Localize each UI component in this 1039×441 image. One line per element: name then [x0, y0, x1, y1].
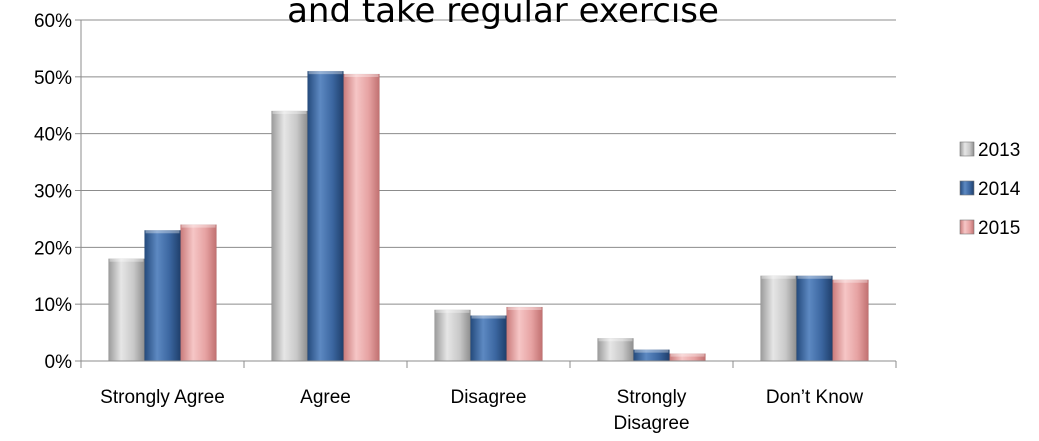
bar-highlight [272, 110, 307, 114]
y-tick-label: 30% [34, 182, 72, 203]
y-tick-label: 60% [34, 11, 72, 32]
bar-highlight [833, 279, 868, 283]
bar-highlight [761, 275, 796, 279]
legend: 2013 2014 2015 [959, 140, 1021, 239]
bar-2013 [434, 309, 471, 362]
bar-highlight [181, 224, 216, 228]
bar-highlight [344, 73, 379, 77]
y-tick-label: 20% [34, 238, 72, 259]
axes [75, 19, 897, 368]
bar-highlight [797, 275, 832, 279]
chart-title: and take regular exercise [287, 0, 719, 31]
y-tick-label: 50% [34, 68, 72, 89]
bar-2013 [760, 275, 797, 362]
x-tick-label: Strongly [617, 387, 687, 408]
bar-2015 [343, 73, 380, 362]
y-tick-label: 10% [34, 295, 72, 316]
bar-2015 [506, 306, 543, 362]
bar-2013 [271, 110, 308, 362]
legend-label: 2015 [978, 218, 1020, 239]
bar-highlight [308, 71, 343, 75]
bar-highlight [145, 230, 180, 234]
x-tick-label: Agree [300, 387, 351, 408]
bar-highlight [598, 338, 633, 342]
bar-2013 [108, 258, 145, 362]
bar-highlight [435, 309, 470, 313]
x-tick-label: Don’t Know [766, 387, 863, 408]
bar-2013 [597, 338, 634, 362]
legend-label: 2014 [978, 179, 1021, 200]
legend-swatch [959, 141, 975, 157]
legend-label: 2013 [978, 140, 1020, 161]
bar-highlight [109, 258, 144, 262]
bar-2015 [832, 279, 869, 362]
y-tick-label: 0% [45, 352, 73, 373]
gridlines [81, 19, 896, 305]
legend-swatch [959, 180, 975, 196]
bar-2014 [470, 315, 507, 362]
axis-labels: 0% 10% 20% 30% 40% 50% 60% Strongly Agree Agree D… [34, 11, 863, 434]
bar-highlight [471, 315, 506, 319]
bar-2014 [144, 230, 181, 362]
bar-highlight [507, 307, 542, 311]
legend-swatch [959, 219, 975, 235]
x-tick-label: Disagree [613, 413, 689, 434]
bar-highlight [670, 353, 705, 357]
y-tick-label: 40% [34, 125, 72, 146]
bar-2014 [307, 70, 344, 362]
bars [108, 70, 869, 362]
x-tick-label: Disagree [450, 387, 526, 408]
bar-2014 [796, 275, 833, 362]
bar-2015 [180, 224, 217, 362]
bar-highlight [634, 349, 669, 353]
x-tick-label: Strongly Agree [100, 387, 225, 408]
